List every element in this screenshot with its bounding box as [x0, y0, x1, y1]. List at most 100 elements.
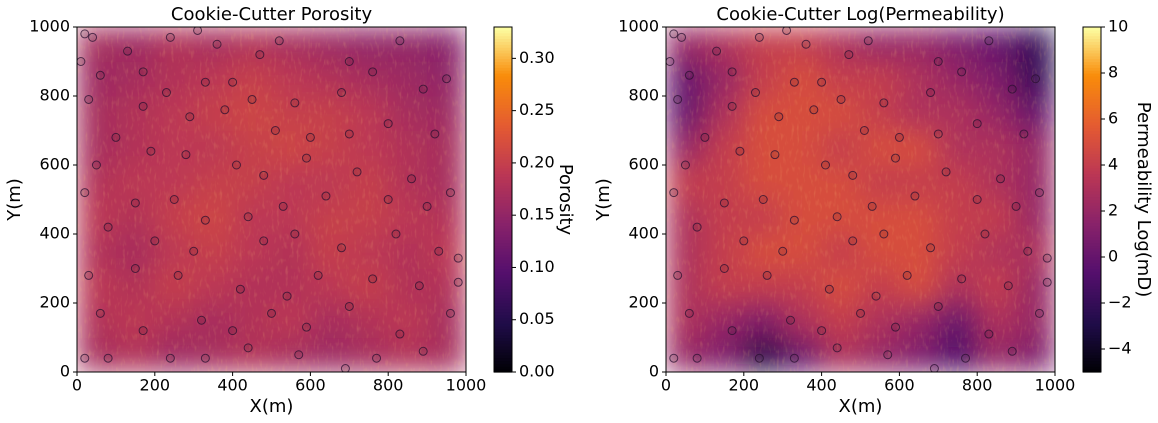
well-point [200, 77, 210, 87]
colorbar-step [1083, 303, 1101, 307]
colorbar-step [494, 121, 512, 126]
colorbar-step [494, 360, 512, 364]
y-tick-label: 800 [39, 86, 70, 105]
colorbar-step [1083, 328, 1101, 333]
well-point [95, 70, 105, 80]
plot-area [77, 27, 466, 372]
well-point [692, 222, 702, 232]
colorbar-step [494, 50, 512, 54]
well-point [189, 246, 199, 256]
colorbar-step [494, 35, 512, 40]
colorbar-step [494, 303, 512, 307]
colorbar-step [1083, 236, 1101, 241]
colorbar-step [1083, 340, 1101, 344]
well-point [894, 132, 904, 142]
well-point [255, 50, 265, 60]
well-point [684, 70, 694, 80]
colorbar-step [1083, 346, 1101, 350]
x-tick-label: 1000 [1035, 376, 1076, 395]
well-point [933, 129, 943, 139]
colorbar-step [1083, 32, 1101, 37]
well-point [321, 191, 331, 201]
well-point [442, 74, 452, 84]
well-point [879, 229, 889, 239]
well-point [836, 94, 846, 104]
colorbar-step [494, 182, 512, 186]
well-point [193, 27, 203, 35]
colorbar-tick-label: 0.15 [519, 205, 555, 224]
well-point [824, 284, 834, 294]
colorbar-step [1083, 234, 1101, 238]
colorbar-step [494, 231, 512, 235]
y-tick-label: 400 [39, 224, 70, 243]
well-point [445, 188, 455, 198]
well-point [817, 326, 827, 336]
well-point [844, 50, 854, 60]
colorbar-step [1083, 254, 1101, 258]
y-tick-label: 200 [39, 293, 70, 312]
colorbar-step [494, 239, 512, 244]
well-point [165, 353, 175, 363]
well-point [290, 98, 300, 108]
colorbar-step [1083, 107, 1101, 111]
well-point [344, 301, 354, 311]
colorbar-step [1083, 222, 1101, 226]
x-tick-label: 400 [806, 376, 837, 395]
colorbar-step [1083, 139, 1101, 143]
colorbar-step [494, 311, 512, 316]
colorbar-tick-label: 6 [1108, 109, 1118, 128]
well-point [910, 191, 920, 201]
well-point [980, 229, 990, 239]
colorbar-step [494, 110, 512, 114]
well-point [754, 353, 764, 363]
well-point [77, 57, 86, 66]
well-point [727, 67, 737, 77]
colorbar-step [494, 317, 512, 321]
colorbar-step [494, 248, 512, 252]
well-point [883, 350, 893, 360]
colorbar-step [1083, 50, 1101, 54]
colorbar-step [494, 188, 512, 192]
well-point [235, 284, 245, 294]
x-tick-label: 200 [140, 376, 171, 395]
well-point [302, 153, 312, 163]
colorbar-tick-label: 0 [1108, 247, 1118, 266]
well-point [138, 326, 148, 336]
well-point [666, 57, 675, 66]
colorbar-label: Permeability Log(mD) [1133, 102, 1154, 297]
well-point [146, 146, 156, 156]
chart-title: Cookie-Cutter Porosity [171, 4, 373, 25]
well-point [383, 119, 393, 129]
colorbar-step [1083, 29, 1101, 34]
well-point [801, 39, 811, 49]
colorbar-step [1083, 282, 1101, 287]
colorbar-step [494, 288, 512, 293]
well-point [669, 353, 679, 363]
colorbar-step [494, 369, 512, 373]
colorbar-step [1083, 173, 1101, 178]
colorbar-step [494, 326, 512, 330]
colorbar-tick-label: 4 [1108, 155, 1118, 174]
colorbar-step [494, 165, 512, 169]
x-tick-label: 200 [729, 376, 760, 395]
well-point [692, 353, 702, 363]
colorbar-step [1083, 93, 1101, 97]
colorbar-step [1083, 124, 1101, 129]
x-tick-label: 600 [884, 376, 915, 395]
colorbar-tick-label: −2 [1108, 293, 1132, 312]
well-point [418, 346, 428, 356]
colorbar-tick-label: 0.20 [519, 152, 555, 171]
x-axis-label: X(m) [250, 396, 294, 417]
colorbar-step [494, 211, 512, 215]
colorbar-step [1083, 228, 1101, 232]
colorbar-step [1083, 308, 1101, 313]
well-point [750, 88, 760, 98]
colorbar-step [1083, 265, 1101, 270]
well-point [770, 150, 780, 160]
colorbar-label: Porosity [555, 164, 576, 236]
colorbar-step [1083, 96, 1101, 100]
colorbar-step [1083, 274, 1101, 278]
well-point [95, 308, 105, 318]
well-point [957, 274, 967, 284]
x-tick-label: 400 [217, 376, 248, 395]
